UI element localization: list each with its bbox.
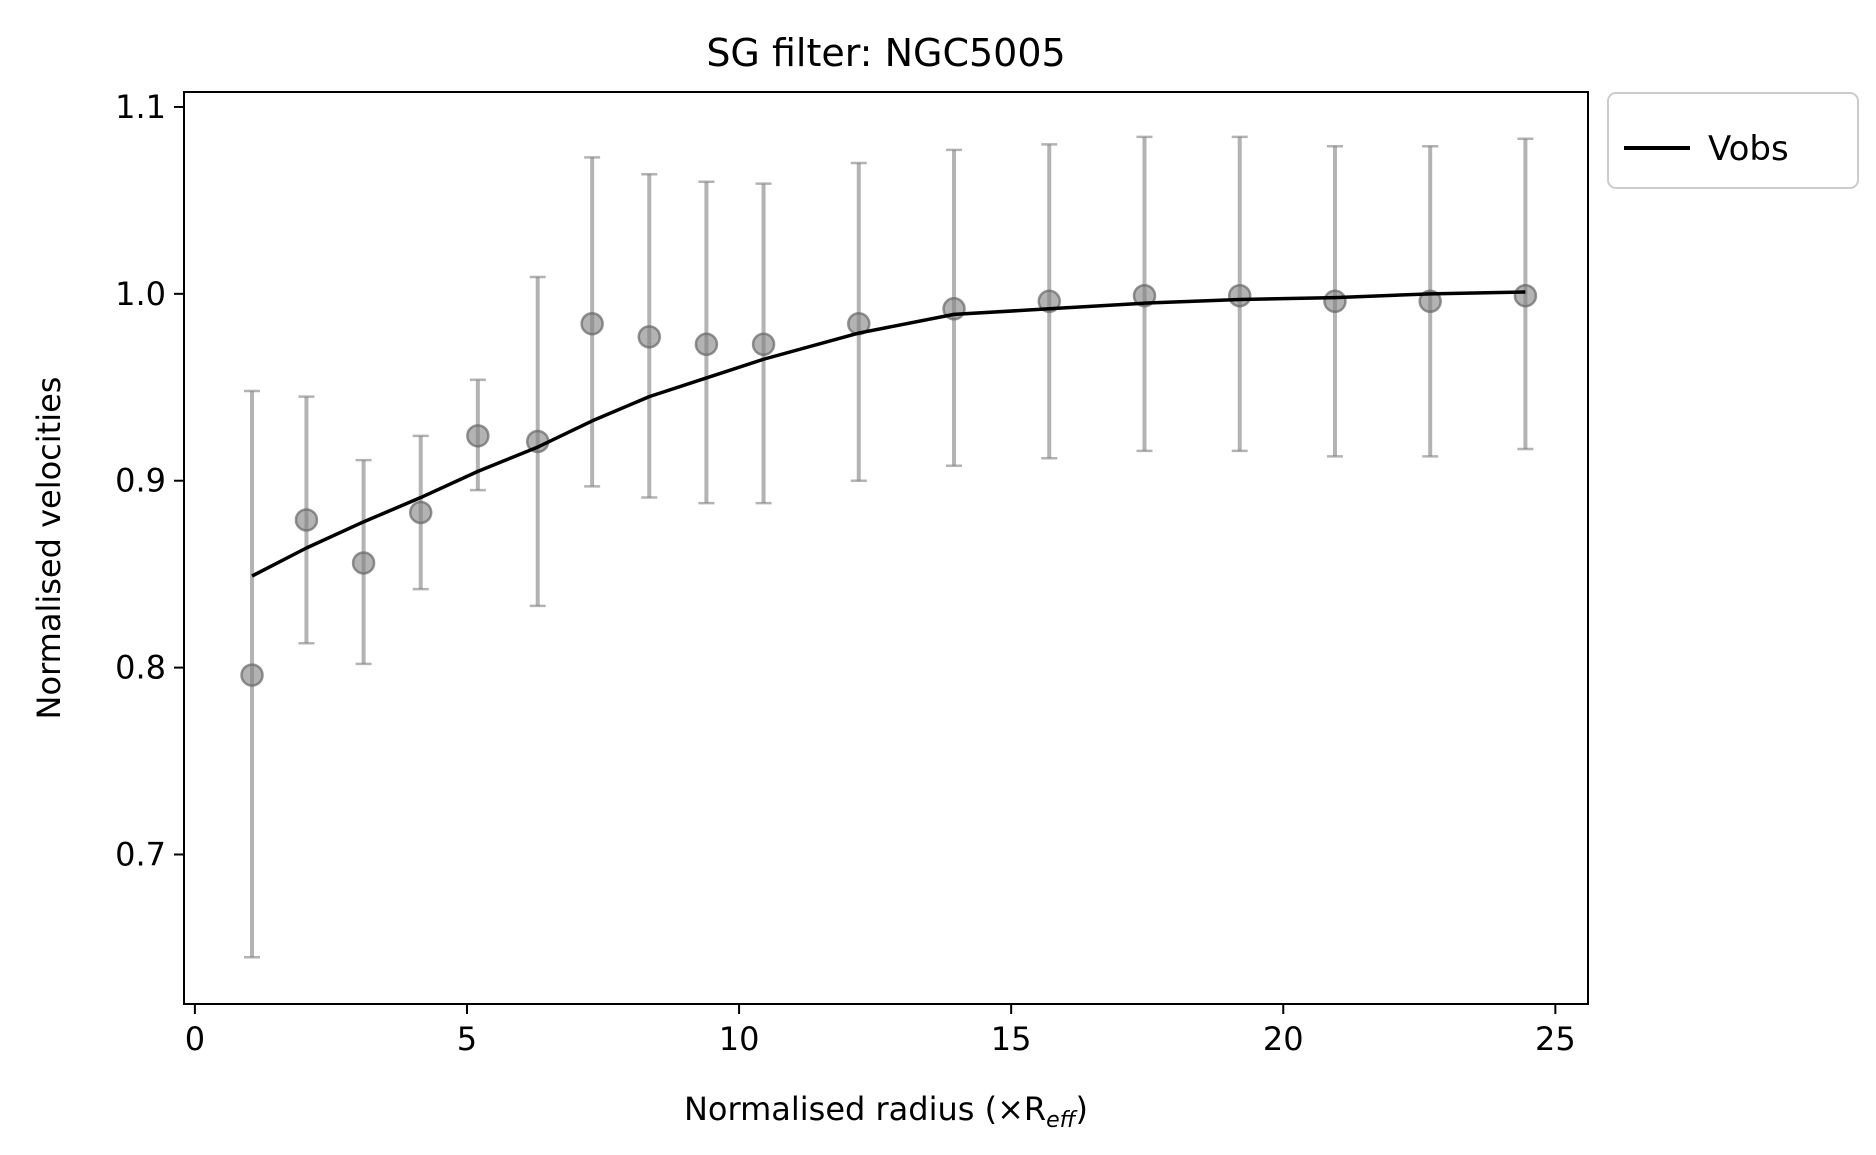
y-axis-label: Normalised velocities (30, 377, 68, 720)
x-tick-label: 10 (719, 1020, 760, 1058)
x-axis-label-close: ) (1076, 1090, 1088, 1128)
data-point (694, 332, 719, 357)
data-point (751, 332, 776, 357)
x-axis-label-main: Normalised radius (×R (684, 1090, 1046, 1128)
y-tick-label: 0.7 (115, 835, 166, 873)
data-point (1037, 289, 1062, 314)
data-point (466, 424, 490, 448)
data-point (580, 311, 604, 336)
y-tick-label: 0.8 (115, 649, 166, 687)
legend-label-vobs: Vobs (1708, 129, 1789, 169)
data-point (637, 325, 662, 349)
y-tick-label: 0.9 (115, 462, 166, 500)
x-axis: 0 5 10 15 20 25 (185, 1004, 1576, 1058)
data-point (1323, 289, 1347, 314)
x-tick-label: 25 (1535, 1020, 1576, 1058)
y-axis: 0.7 0.8 0.9 1.0 1.1 (115, 88, 184, 873)
x-tick-label: 5 (457, 1020, 477, 1058)
chart-title: SG filter: NGC5005 (706, 31, 1065, 75)
data-point (1513, 283, 1538, 308)
data-point (1227, 283, 1252, 308)
data-points (240, 283, 1538, 687)
x-axis-label: Normalised radius (×Reff) (684, 1090, 1088, 1133)
legend-box (1607, 92, 1859, 189)
series-line-group (251, 290, 1526, 578)
data-point (408, 500, 433, 525)
plot-frame (183, 91, 1589, 1005)
plot-area (183, 91, 1589, 1005)
x-axis-label-subscript: eff (1046, 1108, 1078, 1133)
series-line-vobs (251, 290, 1526, 578)
data-point (1418, 289, 1442, 314)
y-tick-label: 1.0 (115, 275, 166, 313)
data-point (294, 508, 319, 532)
data-point (240, 663, 264, 687)
data-point (1132, 283, 1157, 308)
x-tick-label: 0 (185, 1020, 205, 1058)
x-tick-label: 15 (991, 1020, 1032, 1058)
legend: Vobs (1607, 92, 1859, 189)
data-point (351, 551, 376, 575)
y-tick-label: 1.1 (115, 88, 166, 126)
x-tick-label: 20 (1263, 1020, 1304, 1058)
